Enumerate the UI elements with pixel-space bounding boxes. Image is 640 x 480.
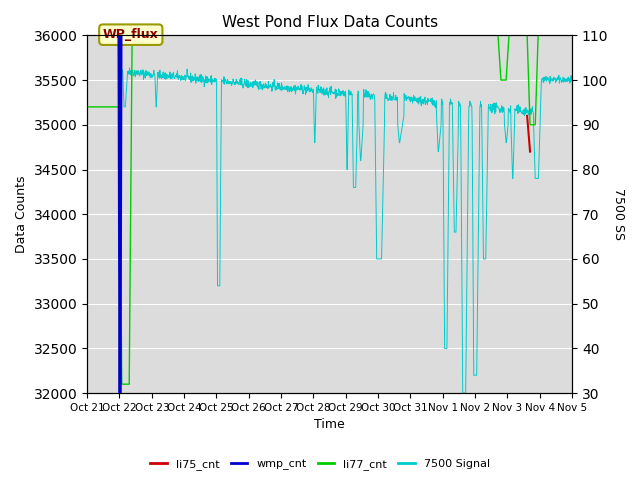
Y-axis label: 7500 SS: 7500 SS	[612, 188, 625, 240]
Text: WP_flux: WP_flux	[103, 28, 159, 41]
X-axis label: Time: Time	[314, 419, 345, 432]
Legend: li75_cnt, wmp_cnt, li77_cnt, 7500 Signal: li75_cnt, wmp_cnt, li77_cnt, 7500 Signal	[146, 455, 494, 474]
Y-axis label: Data Counts: Data Counts	[15, 176, 28, 253]
Title: West Pond Flux Data Counts: West Pond Flux Data Counts	[221, 15, 438, 30]
